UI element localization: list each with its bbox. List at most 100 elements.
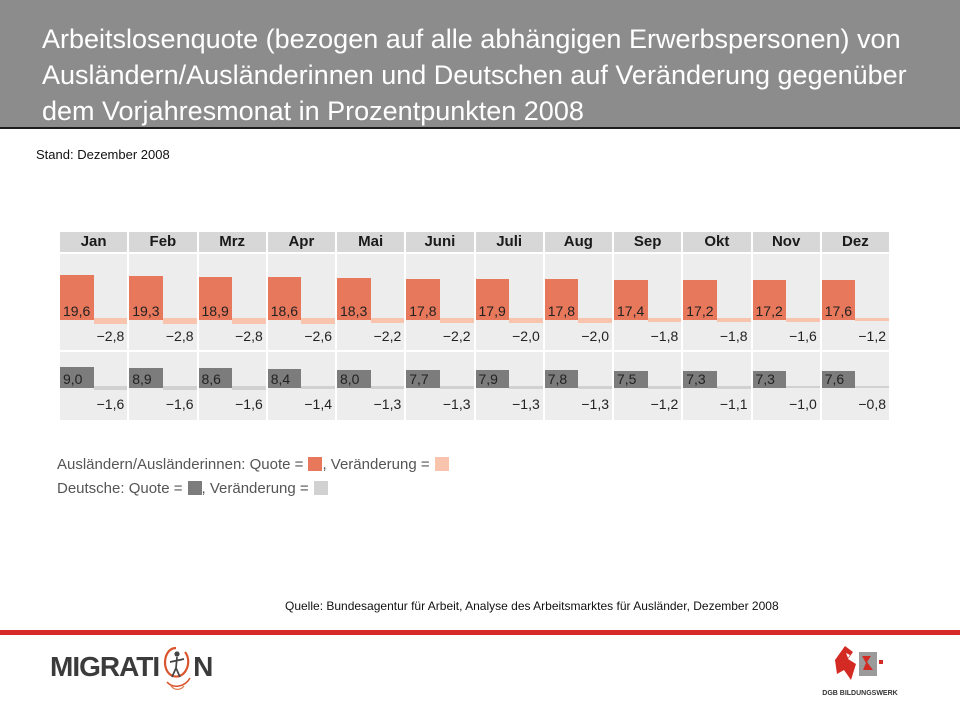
auslaender-quote-bar — [267, 277, 302, 320]
auslaender-change-label: −2,6 — [304, 328, 332, 344]
auslaender-quote-bar — [683, 280, 717, 320]
deutsche-change-bar — [509, 386, 543, 389]
month-column: Okt 17,2 −1,8 7,3 −1,1 — [683, 232, 751, 420]
deutsche-panel: 7,3 −1,0 — [752, 352, 820, 420]
deutsche-change-bar — [855, 386, 889, 388]
auslaender-quote-bar — [821, 279, 856, 320]
deutsche-panel: 7,7 −1,3 — [406, 352, 474, 420]
auslaender-quote-bar — [475, 278, 510, 320]
month-column: Jan 19,6 −2,8 9,0 −1,6 — [60, 232, 128, 420]
deutsche-panel: 7,8 −1,3 — [544, 352, 612, 420]
chart-title-line: Arbeitslosenquote (bezogen auf alle abhä… — [42, 24, 901, 54]
legend-auslaender-change-swatch — [434, 457, 449, 471]
legend-row-auslaender: Ausländern/Ausländerinnen: Quote = , Ver… — [57, 452, 449, 476]
deutsche-panel: 7,5 −1,2 — [614, 352, 682, 420]
auslaender-change-bar — [716, 318, 751, 323]
month-header: Apr — [267, 232, 335, 252]
deutsche-quote-label: 7,6 — [824, 371, 845, 387]
month-column: Mrz 18,9 −2,8 8,6 −1,6 — [198, 232, 266, 420]
auslaender-panel: 17,6 −1,2 — [821, 254, 889, 350]
month-column: Nov 17,2 −1,6 7,3 −1,0 — [752, 232, 820, 420]
auslaender-quote-label: 17,9 — [478, 303, 506, 319]
month-column: Sep 17,4 −1,8 7,5 −1,2 — [614, 232, 682, 420]
deutsche-panel: 8,0 −1,3 — [337, 352, 405, 420]
auslaender-panel: 17,2 −1,6 — [752, 254, 820, 350]
deutsche-quote-label: 7,8 — [547, 371, 568, 387]
auslaender-quote-bar — [752, 280, 787, 320]
deutsche-change-label: −1,6 — [96, 396, 125, 412]
legend-deutsche-quote-text: Deutsche: Quote = — [57, 479, 183, 497]
chart-title-line: dem Vorjahresmonat in Prozentpunkten 200… — [42, 96, 584, 126]
month-header: Aug — [544, 232, 612, 252]
auslaender-quote-label: 19,6 — [63, 303, 91, 319]
month-column: Dez 17,6 −1,2 7,6 −0,8 — [821, 232, 889, 420]
auslaender-change-bar — [370, 318, 405, 324]
deutsche-change-bar — [716, 386, 751, 389]
auslaender-quote-label: 17,8 — [547, 303, 575, 319]
deutsche-change-label: −1,3 — [373, 396, 402, 412]
auslaender-change-bar — [93, 318, 128, 325]
auslaender-change-bar — [509, 318, 543, 323]
deutsche-quote-bar — [337, 369, 371, 388]
migration-logo-text-end: N — [193, 651, 213, 682]
month-header: Sep — [614, 232, 682, 252]
auslaender-panel: 17,8 −2,2 — [406, 254, 474, 350]
auslaender-quote-bar — [60, 274, 94, 320]
deutsche-quote-bar — [60, 367, 94, 388]
auslaender-quote-label: 18,9 — [201, 303, 229, 319]
status-date: Stand: Dezember 2008 — [36, 147, 170, 162]
auslaender-panel: 17,4 −1,8 — [614, 254, 682, 350]
legend-deutsche-quote-swatch — [187, 481, 202, 495]
auslaender-change-bar — [647, 318, 682, 323]
auslaender-change-bar — [786, 318, 820, 322]
deutsche-change-bar — [370, 386, 405, 389]
deutsche-quote-label: 9,0 — [63, 371, 83, 387]
auslaender-change-label: −1,8 — [719, 328, 748, 344]
deutsche-change-label: −1,6 — [165, 396, 194, 412]
deutsche-change-label: −1,3 — [512, 396, 540, 412]
deutsche-panel: 7,9 −1,3 — [475, 352, 543, 420]
month-header: Feb — [129, 232, 197, 252]
source-note: Quelle: Bundesagentur für Arbeit, Analys… — [285, 599, 779, 613]
deutsche-change-bar — [786, 386, 820, 389]
month-header: Juni — [406, 232, 474, 252]
month-column: Mai 18,3 −2,2 8,0 −1,3 — [337, 232, 405, 420]
auslaender-change-bar — [232, 318, 266, 325]
month-header: Mrz — [198, 232, 266, 252]
deutsche-quote-bar — [129, 367, 163, 388]
deutsche-change-label: −1,0 — [789, 396, 817, 412]
auslaender-panel: 18,3 −2,2 — [337, 254, 405, 350]
deutsche-change-bar — [578, 386, 612, 389]
legend-auslaender-quote-text: Ausländern/Ausländerinnen: Quote = — [57, 455, 304, 473]
deutsche-quote-label: 8,0 — [340, 371, 360, 387]
auslaender-panel: 19,6 −2,8 — [60, 254, 128, 350]
deutsche-change-label: −1,1 — [719, 396, 748, 412]
auslaender-quote-bar — [198, 276, 233, 320]
auslaender-quote-label: 17,2 — [755, 303, 783, 319]
deutsche-quote-label: 8,4 — [270, 371, 291, 387]
deutsche-change-label: −1,2 — [650, 396, 679, 412]
deutsche-change-label: −1,3 — [581, 396, 609, 412]
auslaender-quote-bar — [406, 279, 440, 320]
month-column: Juni 17,8 −2,2 7,7 −1,3 — [406, 232, 474, 420]
auslaender-change-label: −2,8 — [165, 328, 194, 344]
chart-title: Arbeitslosenquote (bezogen auf alle abhä… — [42, 21, 907, 129]
auslaender-change-label: −2,2 — [442, 328, 471, 344]
month-column: Aug 17,8 −2,0 7,8 −1,3 — [544, 232, 612, 420]
deutsche-change-bar — [301, 386, 335, 390]
month-header: Dez — [821, 232, 889, 252]
auslaender-panel: 18,6 −2,6 — [267, 254, 335, 350]
title-banner: Arbeitslosenquote (bezogen auf alle abhä… — [0, 0, 960, 129]
month-header: Okt — [683, 232, 751, 252]
deutsche-quote-label: 7,3 — [686, 371, 706, 387]
deutsche-quote-bar — [752, 371, 787, 388]
deutsche-quote-bar — [544, 370, 579, 388]
auslaender-change-bar — [301, 318, 335, 324]
auslaender-change-label: −2,0 — [512, 328, 540, 344]
auslaender-quote-label: 18,6 — [270, 303, 298, 319]
deutsche-change-label: −1,4 — [304, 396, 332, 412]
deutsche-quote-bar — [821, 370, 856, 388]
auslaender-change-label: −1,8 — [650, 328, 679, 344]
deutsche-quote-label: 8,6 — [201, 371, 221, 387]
auslaender-quote-label: 19,3 — [132, 303, 160, 319]
